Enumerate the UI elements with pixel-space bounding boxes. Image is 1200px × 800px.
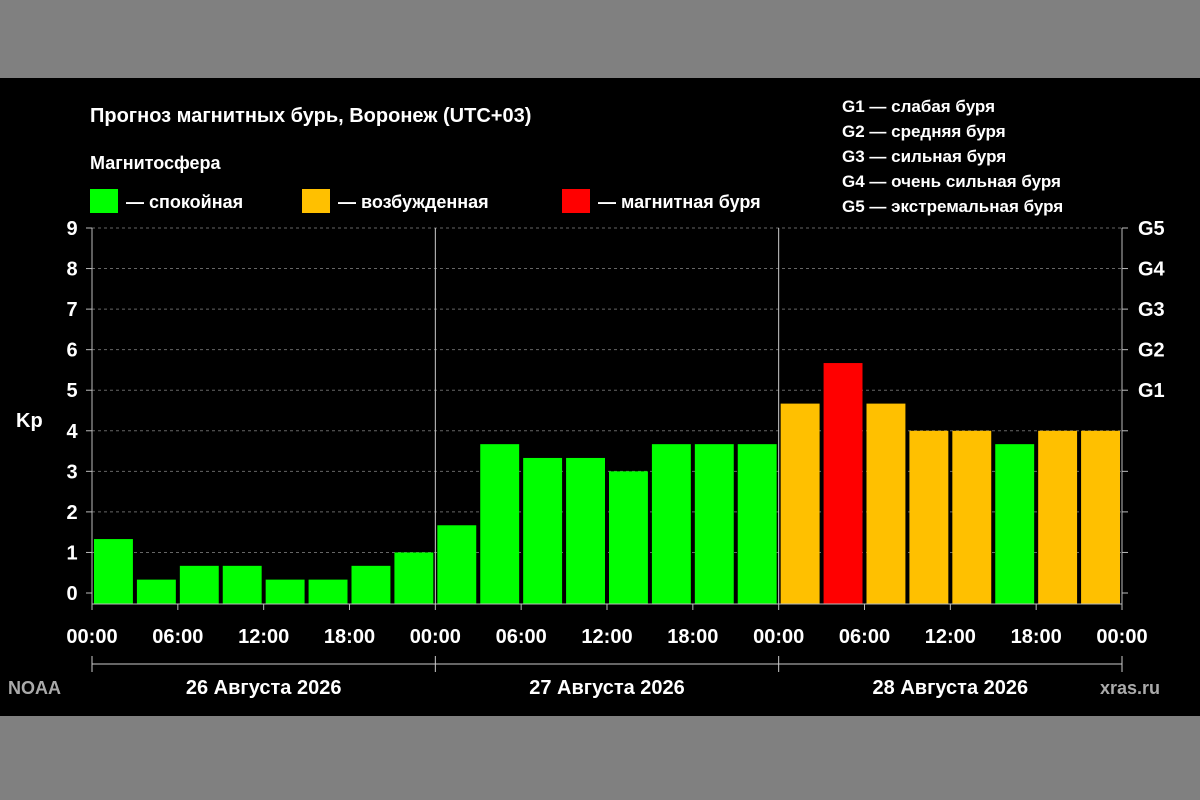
storm-scale-item-2: G3 — сильная буря <box>842 147 1006 166</box>
legend-label-2: — магнитная буря <box>598 192 761 212</box>
bar-22 <box>1038 430 1078 604</box>
kp-chart: Прогноз магнитных бурь, Воронеж (UTC+03)… <box>8 97 1166 699</box>
y-tick-label-3: 3 <box>66 461 77 483</box>
source-label: NOAA <box>8 678 61 698</box>
bar-8 <box>437 525 477 604</box>
bar-13 <box>651 444 691 604</box>
axes <box>86 227 1128 610</box>
legend-label-1: — возбужденная <box>338 192 489 212</box>
chart-panel: Прогноз магнитных бурь, Воронеж (UTC+03)… <box>0 78 1200 716</box>
legend-swatch-2 <box>562 189 590 213</box>
bar-14 <box>694 444 734 604</box>
bars <box>94 363 1120 604</box>
x-tick-label-10: 12:00 <box>925 626 976 648</box>
x-tick-label-4: 00:00 <box>410 626 461 648</box>
y-tick-label-2: 2 <box>66 502 77 524</box>
g-tick-label-G4: G4 <box>1138 259 1166 281</box>
x-tick-label-9: 06:00 <box>839 626 890 648</box>
bar-15 <box>737 444 777 604</box>
y-axis-label: Kp <box>16 410 43 432</box>
storm-scale-item-4: G5 — экстремальная буря <box>842 197 1063 216</box>
bar-11 <box>566 457 605 604</box>
x-tick-label-0: 00:00 <box>66 626 117 648</box>
x-tick-label-2: 12:00 <box>238 626 289 648</box>
bar-21 <box>995 444 1035 604</box>
bar-2 <box>179 565 219 604</box>
x-tick-label-8: 00:00 <box>753 626 804 648</box>
bar-17 <box>823 363 863 604</box>
g-tick-label-G2: G2 <box>1138 340 1165 362</box>
x-tick-labels: 00:00 06:00 12:00 18:00 00:00 06:00 12:00 18:00… <box>66 626 1147 648</box>
bar-9 <box>480 444 520 604</box>
g-tick-label-G5: G5 <box>1138 218 1165 240</box>
y-tick-label-6: 6 <box>66 340 77 362</box>
x-tick-label-1: 06:00 <box>152 626 203 648</box>
bar-3 <box>222 565 262 604</box>
g-tick-label-G1: G1 <box>1138 380 1165 402</box>
y-tick-label-1: 1 <box>66 542 77 564</box>
bar-20 <box>952 430 992 604</box>
y-tick-labels: 0 1 2 3 4 5 6 7 8 9 <box>66 218 78 605</box>
x-tick-label-11: 18:00 <box>1011 626 1062 648</box>
storm-scale-item-3: G4 — очень сильная буря <box>842 172 1061 191</box>
bar-18 <box>866 403 906 604</box>
bar-0 <box>94 539 133 604</box>
y-tick-label-5: 5 <box>66 380 77 402</box>
day-label-0: 26 Августа 2026 <box>186 677 342 699</box>
x-tick-label-12: 00:00 <box>1096 626 1147 648</box>
bar-16 <box>780 403 820 604</box>
bar-19 <box>909 430 949 604</box>
y-tick-label-7: 7 <box>66 299 77 321</box>
bar-6 <box>351 565 391 604</box>
site-label: xras.ru <box>1100 678 1160 698</box>
y-tick-label-4: 4 <box>66 421 78 443</box>
legend: — спокойная — возбужденная — магнитная бур… <box>90 189 761 213</box>
day-label-2: 28 Августа 2026 <box>873 677 1029 699</box>
x-tick-label-7: 18:00 <box>667 626 718 648</box>
x-tick-label-6: 12:00 <box>581 626 632 648</box>
y-tick-label-8: 8 <box>66 259 77 281</box>
legend-swatch-1 <box>302 189 330 213</box>
x-tick-label-3: 18:00 <box>324 626 375 648</box>
storm-scale-item-1: G2 — средняя буря <box>842 122 1006 141</box>
y-tick-label-0: 0 <box>66 583 77 605</box>
bar-5 <box>308 579 348 604</box>
chart-title: Прогноз магнитных бурь, Воронеж (UTC+03) <box>90 105 531 127</box>
day-label-1: 27 Августа 2026 <box>529 677 685 699</box>
g-scale-tick-labels: G1 G2 G3 G4 G5 <box>1138 218 1166 402</box>
bar-23 <box>1081 430 1120 604</box>
grid <box>92 227 1122 553</box>
g-tick-label-G3: G3 <box>1138 299 1165 321</box>
bar-4 <box>265 579 305 604</box>
bar-7 <box>394 552 434 604</box>
bar-10 <box>523 457 563 604</box>
storm-scale-legend: G1 — слабая буря G2 — средняя буря G3 — си… <box>842 97 1063 216</box>
y-tick-label-9: 9 <box>66 218 77 240</box>
legend-title: Магнитосфера <box>90 153 222 173</box>
x-tick-label-5: 06:00 <box>496 626 547 648</box>
bar-1 <box>136 579 176 604</box>
legend-swatch-0 <box>90 189 118 213</box>
storm-scale-item-0: G1 — слабая буря <box>842 97 995 116</box>
day-labels: 26 Августа 2026 27 Августа 2026 28 Августа… <box>91 656 1123 699</box>
legend-label-0: — спокойная <box>126 192 243 212</box>
bar-12 <box>609 471 648 604</box>
